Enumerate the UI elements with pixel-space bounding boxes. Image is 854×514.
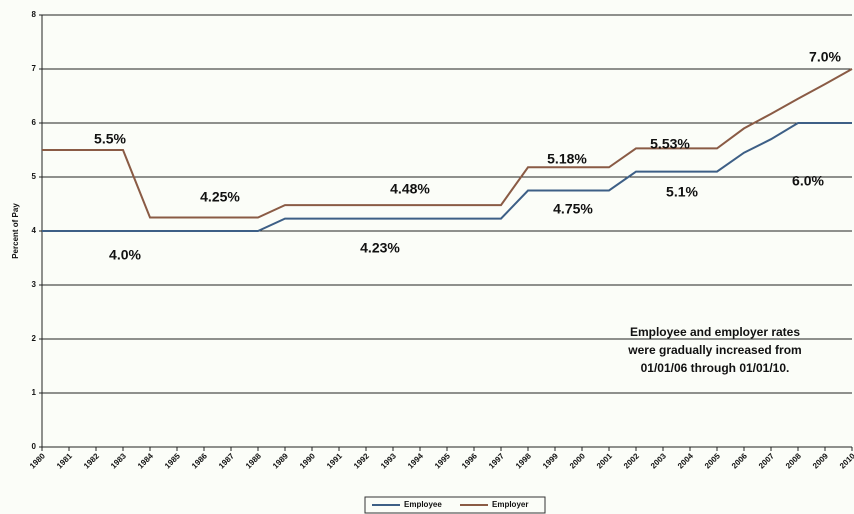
note-line: Employee and employer rates: [630, 325, 800, 339]
x-tick-label: 1993: [379, 451, 398, 470]
annotation: 4.0%: [109, 247, 141, 263]
x-tick-label: 1994: [406, 451, 425, 470]
x-tick-label: 1989: [271, 451, 290, 470]
x-tick-label: 1986: [190, 451, 209, 470]
x-tick-label: 1980: [28, 451, 47, 470]
x-tick-label: 1996: [460, 451, 479, 470]
annotation: 6.0%: [792, 173, 824, 189]
x-tick-label: 1984: [136, 451, 155, 470]
x-tick-label: 2006: [730, 451, 749, 470]
annotation: 5.18%: [547, 151, 587, 167]
y-tick-label: 6: [32, 118, 37, 127]
x-tick-label: 2000: [568, 451, 587, 470]
x-tick-label: 1981: [55, 451, 74, 470]
note-line: 01/01/06 through 01/01/10.: [641, 361, 790, 375]
x-tick-label: 1992: [352, 451, 371, 470]
x-tick-label: 2005: [703, 451, 722, 470]
annotation: 5.53%: [650, 136, 690, 152]
x-tick-label: 2008: [784, 451, 803, 470]
y-tick-label: 4: [32, 226, 37, 235]
x-tick-label: 1998: [514, 451, 533, 470]
y-tick-label: 8: [32, 10, 37, 19]
x-tick-label: 1983: [109, 451, 128, 470]
x-tick-label: 2007: [757, 451, 776, 470]
y-tick-label: 0: [32, 442, 37, 451]
series-line: [42, 122, 852, 232]
y-tick-label: 3: [32, 280, 37, 289]
annotation: 5.1%: [666, 184, 698, 200]
legend-label: Employee: [404, 500, 442, 509]
legend: Employee Employer: [364, 496, 546, 514]
x-tick-label: 2001: [595, 451, 614, 470]
y-axis-label: Percent of Pay: [11, 203, 20, 259]
annotation: 4.48%: [390, 181, 430, 197]
annotation: 4.75%: [553, 201, 593, 217]
annotation: 4.23%: [360, 240, 400, 256]
x-tick-label: 2004: [676, 451, 695, 470]
x-tick-label: 1987: [217, 451, 236, 470]
x-tick-label: 1982: [82, 451, 101, 470]
x-tick-label: 1995: [433, 451, 452, 470]
series-line: [42, 68, 853, 219]
annotation: 4.25%: [200, 189, 240, 205]
x-tick-label: 2010: [838, 451, 854, 470]
x-tick-label: 2002: [622, 451, 641, 470]
annotation: 5.5%: [94, 131, 126, 147]
x-tick-label: 2009: [811, 451, 830, 470]
x-tick-label: 2003: [649, 451, 668, 470]
y-tick-label: 7: [32, 64, 37, 73]
x-tick-label: 1988: [244, 451, 263, 470]
x-tick-label: 1990: [298, 451, 317, 470]
y-tick-label: 2: [32, 334, 37, 343]
legend-label: Employer: [492, 500, 528, 509]
note-line: were gradually increased from: [627, 343, 801, 357]
x-tick-label: 1999: [541, 451, 560, 470]
legend-box: [364, 496, 546, 514]
x-tick-label: 1991: [325, 451, 344, 470]
x-tick-label: 1985: [163, 451, 182, 470]
x-tick-label: 1997: [487, 451, 506, 470]
y-tick-label: 5: [32, 172, 37, 181]
annotation: 7.0%: [809, 49, 841, 65]
y-tick-label: 1: [32, 388, 37, 397]
